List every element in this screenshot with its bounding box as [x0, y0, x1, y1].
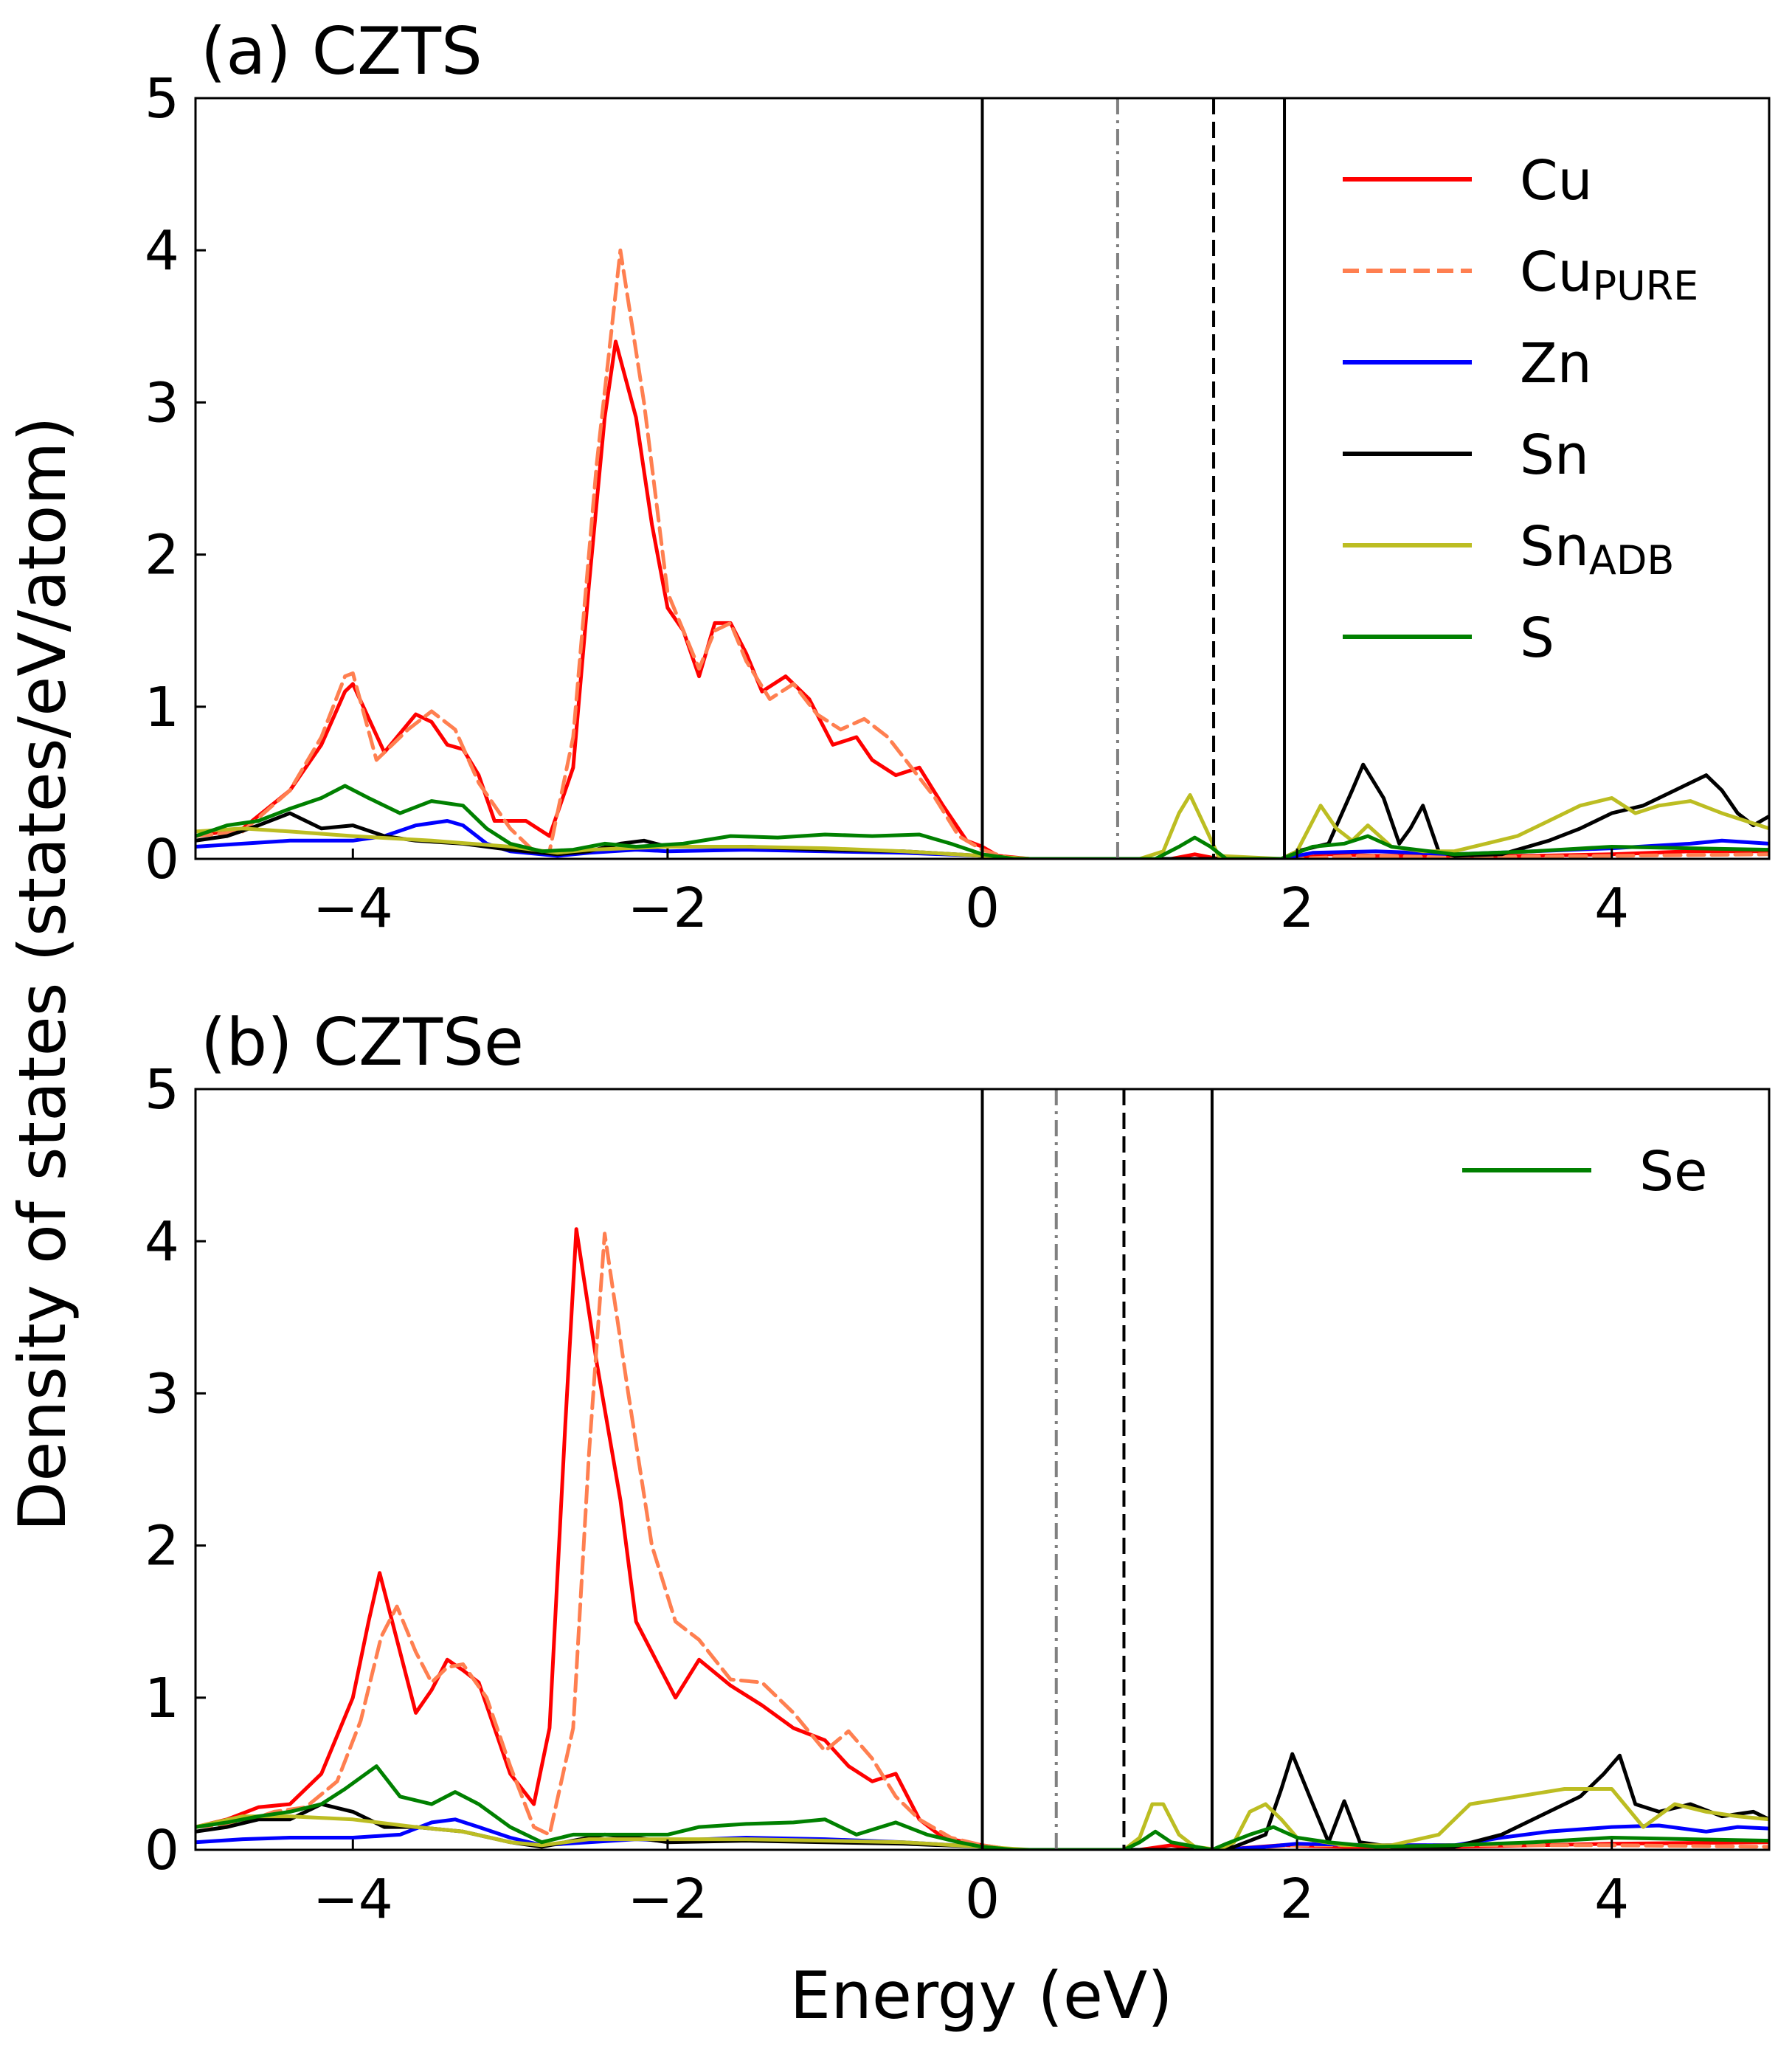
panel-b-title: (b) CZTSe — [201, 1004, 524, 1080]
y-tick-label-a-3: 3 — [145, 371, 179, 435]
x-tick-label-b-4: 4 — [1594, 1868, 1629, 1931]
x-tick-label-b-1: −2 — [627, 1868, 708, 1931]
y-tick-label-a-2: 2 — [145, 524, 179, 587]
y-tick-label-b-2: 2 — [145, 1515, 179, 1578]
x-tick-label-b-3: 2 — [1280, 1868, 1315, 1931]
x-tick-label-a-4: 4 — [1594, 877, 1629, 940]
panel-a: −4 −2 0 2 4 0 1 2 3 4 5 (a) CZTS Cu CuPURE Zn Sn SnADB… — [145, 13, 1771, 940]
y-tick-label-b-1: 1 — [145, 1667, 179, 1730]
panel-b-legend: Se — [1462, 1140, 1708, 1203]
legend-label-zn-a: Zn — [1520, 332, 1592, 395]
legend-label-cu-a: Cu — [1520, 149, 1593, 213]
legend-label-se-b: Se — [1639, 1140, 1708, 1203]
series-se-line-b — [196, 1764, 1769, 1850]
series-s-line-a — [196, 784, 1769, 859]
series-cupure-line-b — [196, 1231, 1769, 1850]
legend-label-snadb-a: SnADB — [1520, 515, 1674, 584]
series-snadb-line-b — [196, 1787, 1769, 1850]
panel-b: −4 −2 0 2 4 0 1 2 3 4 5 (b) CZTSe Se — [145, 1004, 1771, 1931]
legend-label-s-a: S — [1520, 607, 1554, 670]
y-tick-label-b-5: 5 — [145, 1058, 179, 1122]
y-tick-label-a-1: 1 — [145, 676, 179, 739]
series-cu-line-b — [196, 1227, 1769, 1850]
y-tick-label-b-0: 0 — [145, 1819, 179, 1882]
x-tick-label-a-0: −4 — [313, 877, 393, 940]
y-tick-label-b-3: 3 — [145, 1362, 179, 1426]
x-tick-label-a-2: 0 — [965, 877, 1000, 940]
x-tick-label-b-2: 0 — [965, 1868, 1000, 1931]
y-tick-label-a-0: 0 — [145, 828, 179, 891]
legend-label-sn-a: Sn — [1520, 424, 1589, 487]
y-axis-label: Density of states (states/eV/atom) — [4, 416, 80, 1531]
y-tick-label-a-4: 4 — [145, 219, 179, 283]
x-tick-label-a-3: 2 — [1280, 877, 1315, 940]
legend-label-cupure-a: CuPURE — [1520, 241, 1698, 309]
panel-a-legend: Cu CuPURE Zn Sn SnADB S — [1343, 149, 1698, 670]
x-axis-label: Energy (eV) — [789, 1958, 1172, 2034]
panel-a-title: (a) CZTS — [201, 13, 482, 89]
y-tick-label-a-5: 5 — [145, 67, 179, 131]
y-tick-label-b-4: 4 — [145, 1210, 179, 1274]
x-tick-label-b-0: −4 — [313, 1868, 393, 1931]
x-tick-label-a-1: −2 — [627, 877, 708, 940]
